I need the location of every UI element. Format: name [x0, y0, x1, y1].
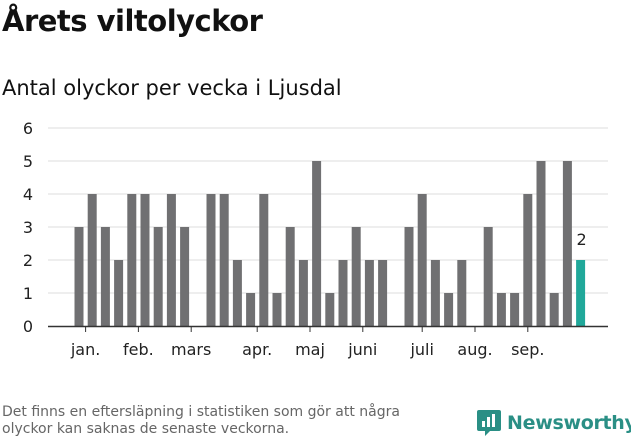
- bar: [364, 260, 374, 326]
- brand-name: Newsworthy: [507, 412, 631, 434]
- bar: [430, 260, 440, 326]
- bar: [219, 194, 229, 326]
- bar: [272, 293, 282, 326]
- bar: [153, 227, 163, 326]
- bar: [74, 227, 84, 326]
- x-axis-ticks: jan. feb. mars apr. maj juni juli aug. sep.: [70, 326, 545, 359]
- bar: [523, 194, 533, 326]
- bar: [351, 227, 361, 326]
- bars: 2: [74, 161, 587, 326]
- bar: [457, 260, 467, 326]
- x-tick-label: juni: [347, 340, 377, 359]
- x-tick-label: jan.: [70, 340, 100, 359]
- y-tick-label: 2: [23, 251, 33, 270]
- bar: [338, 260, 348, 326]
- x-tick-label: apr.: [242, 340, 272, 359]
- bar: [483, 227, 493, 326]
- bar: [562, 161, 572, 326]
- y-tick-label: 1: [23, 284, 33, 303]
- bar: [259, 194, 269, 326]
- x-tick-label: juli: [409, 340, 433, 359]
- y-tick-label: 0: [23, 317, 33, 336]
- bar-highlight: [576, 260, 586, 326]
- bar-chart: 0 1 2 3 4 5 6 2 jan. feb. mars apr. maj juni juli aug…: [23, 119, 608, 359]
- bar: [87, 194, 97, 326]
- bar: [325, 293, 335, 326]
- x-tick-label: feb.: [123, 340, 154, 359]
- bar: [444, 293, 454, 326]
- y-tick-label: 4: [23, 185, 33, 204]
- bar: [180, 227, 190, 326]
- bar: [496, 293, 506, 326]
- y-tick-label: 6: [23, 119, 33, 138]
- y-tick-label: 3: [23, 218, 33, 237]
- bar: [312, 161, 322, 326]
- bar: [549, 293, 559, 326]
- newsworthy-logo-icon: [477, 410, 501, 436]
- bar: [285, 227, 295, 326]
- chart-subtitle: Antal olyckor per vecka i Ljusdal: [2, 76, 342, 100]
- x-tick-label: aug.: [457, 340, 492, 359]
- y-tick-label: 5: [23, 152, 33, 171]
- bar: [417, 194, 427, 326]
- bar: [232, 260, 242, 326]
- bar: [536, 161, 546, 326]
- bar-value-label: 2: [577, 230, 587, 249]
- x-tick-label: maj: [295, 340, 325, 359]
- footnote: Det finns en eftersläpning i statistiken…: [2, 404, 400, 437]
- x-tick-label: mars: [171, 340, 211, 359]
- bar: [127, 194, 137, 326]
- x-tick-label: sep.: [511, 340, 544, 359]
- bar: [100, 227, 110, 326]
- y-axis-ticks: 0 1 2 3 4 5 6: [23, 119, 33, 336]
- brand-logo[interactable]: Newsworthy: [476, 409, 631, 437]
- bar: [404, 227, 414, 326]
- bar: [166, 194, 176, 326]
- chart-title: Årets viltolyckor: [2, 4, 263, 38]
- bar: [510, 293, 520, 326]
- bar: [140, 194, 150, 326]
- bar: [206, 194, 216, 326]
- bar: [378, 260, 388, 326]
- bar: [246, 293, 256, 326]
- bar: [298, 260, 308, 326]
- bar: [114, 260, 124, 326]
